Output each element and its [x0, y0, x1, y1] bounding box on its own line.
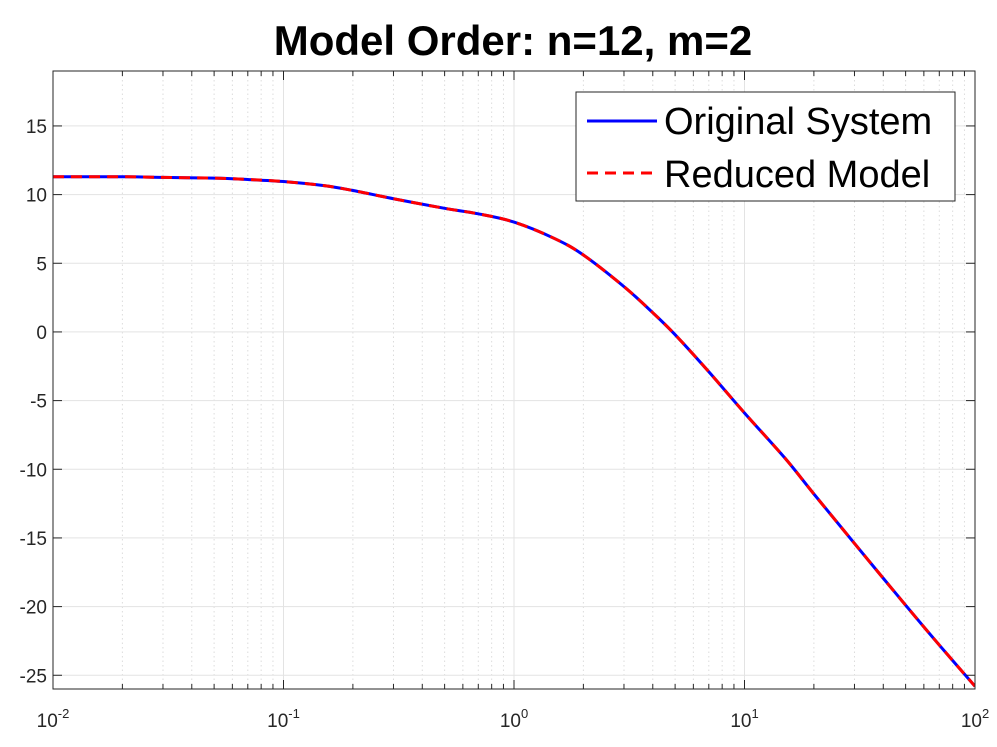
x-tick-label-base: 10: [267, 711, 288, 732]
x-tick-label: 10-2: [37, 706, 70, 732]
x-tick-label-base: 10: [961, 711, 982, 732]
y-tick-label: 0: [36, 323, 47, 344]
y-tick-label: 15: [26, 117, 47, 138]
x-tick-label-exponent: 2: [982, 706, 989, 721]
y-tick-label: -5: [30, 392, 47, 413]
x-tick-label: 100: [500, 706, 528, 732]
chart-title: Model Order: n=12, m=2: [274, 17, 753, 64]
y-tick-label: -25: [20, 666, 47, 687]
x-tick-label-base: 10: [500, 711, 521, 732]
series-lines: [53, 175, 975, 688]
x-tick-label-exponent: -2: [58, 706, 70, 721]
legend: Original System Reduced Model: [575, 91, 956, 202]
legend-label-reduced-model: Reduced Model: [664, 154, 930, 196]
x-tick-label-exponent: -1: [288, 706, 300, 721]
x-tick-label-base: 10: [730, 711, 751, 732]
y-tick-label: -10: [20, 460, 47, 481]
legend-label-original-system: Original System: [664, 101, 932, 143]
series-line-reduced-model: [53, 175, 975, 688]
x-tick-label-exponent: 0: [521, 706, 528, 721]
grid-lines: [52, 71, 976, 689]
y-tick-label: 10: [26, 186, 47, 207]
y-tick-label: -20: [20, 598, 47, 619]
x-tick-label: 102: [961, 706, 989, 732]
legend-box: [575, 91, 956, 202]
x-tick-label: 10-1: [267, 706, 300, 732]
x-tick-label-exponent: 1: [751, 706, 758, 721]
y-tick-label: -15: [20, 529, 47, 550]
x-tick-label-base: 10: [37, 711, 58, 732]
x-tick-label: 101: [730, 706, 758, 732]
y-tick-label: 5: [36, 254, 47, 275]
